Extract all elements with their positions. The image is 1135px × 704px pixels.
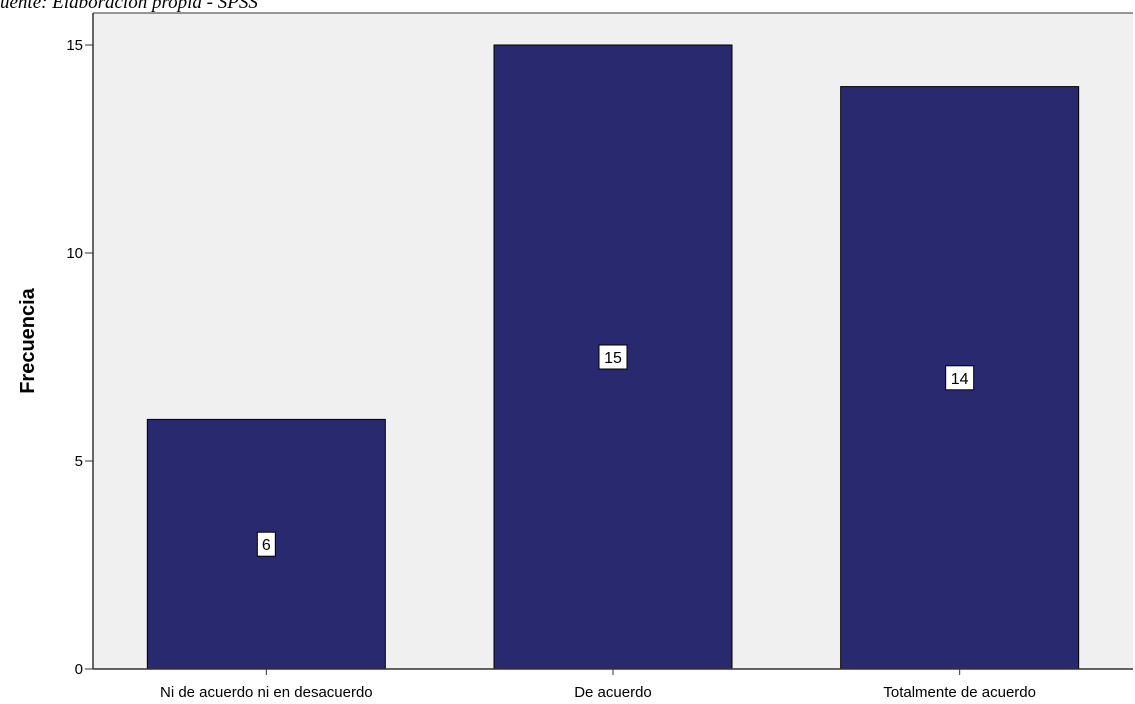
- x-tick-label-1: De acuerdo: [574, 684, 652, 701]
- y-tick-label-0: 0: [75, 661, 83, 678]
- data-label-box-2: [945, 365, 975, 391]
- y-tick-label-2: 10: [66, 245, 83, 262]
- data-label-2: 14: [951, 371, 969, 388]
- y-axis-title: Frecuencia: [17, 287, 39, 393]
- y-tick-label-3: 15: [66, 37, 83, 54]
- data-label-box-1: [598, 344, 628, 370]
- data-label-1: 15: [604, 350, 622, 367]
- y-tick-label-1: 5: [75, 453, 83, 470]
- x-tick-label-0: Ni de acuerdo ni en desacuerdo: [160, 684, 373, 701]
- source-note: uente: Elaboración propia - SPSS: [0, 0, 258, 13]
- data-label-0: 6: [262, 537, 271, 554]
- x-tick-label-2: Totalmente de acuerdo: [883, 684, 1036, 701]
- data-label-box-0: [256, 531, 276, 557]
